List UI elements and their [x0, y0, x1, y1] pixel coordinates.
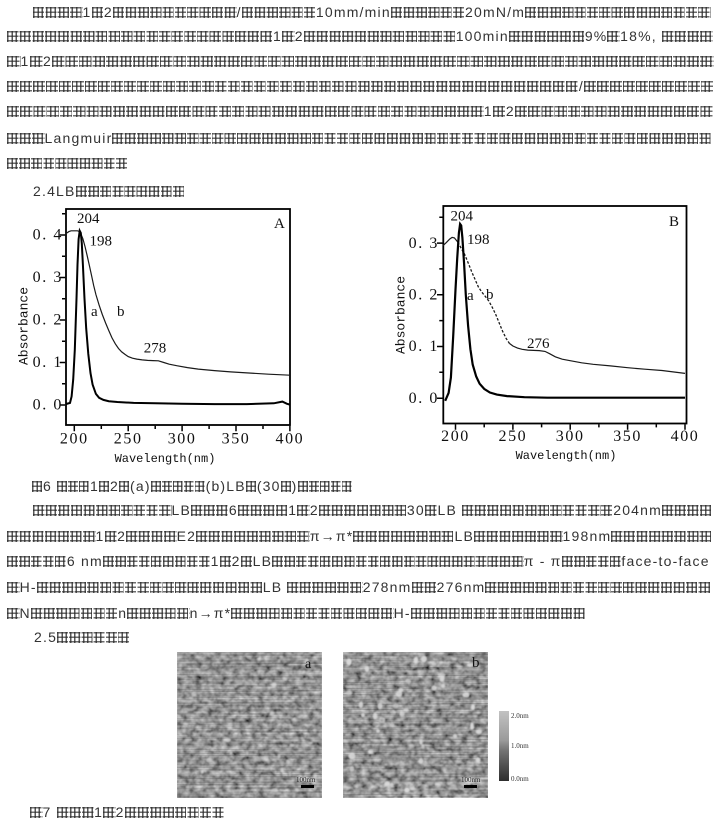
svg-text:B: B: [669, 214, 679, 230]
svg-text:b: b: [486, 287, 494, 303]
svg-text:0. 3: 0. 3: [33, 269, 63, 286]
svg-text:250: 250: [498, 428, 527, 445]
svg-text:b: b: [117, 304, 125, 320]
svg-text:0. 2: 0. 2: [33, 312, 63, 329]
svg-text:400: 400: [671, 428, 700, 445]
svg-text:276: 276: [527, 336, 550, 352]
svg-text:Absorbance: Absorbance: [394, 276, 409, 354]
svg-text:0. 1: 0. 1: [33, 354, 63, 371]
svg-text:Wavelength(nm): Wavelength(nm): [516, 449, 617, 463]
svg-text:350: 350: [222, 431, 251, 448]
svg-text:0. 4: 0. 4: [33, 227, 63, 244]
svg-text:200: 200: [60, 431, 89, 448]
svg-text:278: 278: [144, 341, 167, 357]
svg-text:350: 350: [613, 428, 642, 445]
svg-text:250: 250: [114, 431, 143, 448]
svg-text:204: 204: [451, 209, 474, 225]
svg-text:400: 400: [275, 431, 304, 448]
svg-text:0. 3: 0. 3: [409, 235, 439, 252]
svg-text:A: A: [274, 216, 285, 232]
svg-text:198: 198: [467, 232, 490, 248]
svg-text:300: 300: [168, 431, 197, 448]
svg-text:0. 0: 0. 0: [409, 390, 439, 407]
svg-text:0. 0: 0. 0: [33, 397, 63, 414]
svg-text:0. 1: 0. 1: [409, 338, 439, 355]
svg-text:200: 200: [441, 428, 470, 445]
svg-text:a: a: [91, 304, 98, 320]
svg-text:Absorbance: Absorbance: [17, 287, 32, 365]
svg-text:Wavelength(nm): Wavelength(nm): [115, 452, 216, 466]
svg-text:a: a: [467, 288, 474, 304]
svg-text:204: 204: [77, 211, 100, 227]
svg-text:198: 198: [90, 234, 113, 250]
svg-text:0. 2: 0. 2: [409, 287, 439, 304]
svg-text:300: 300: [556, 428, 585, 445]
